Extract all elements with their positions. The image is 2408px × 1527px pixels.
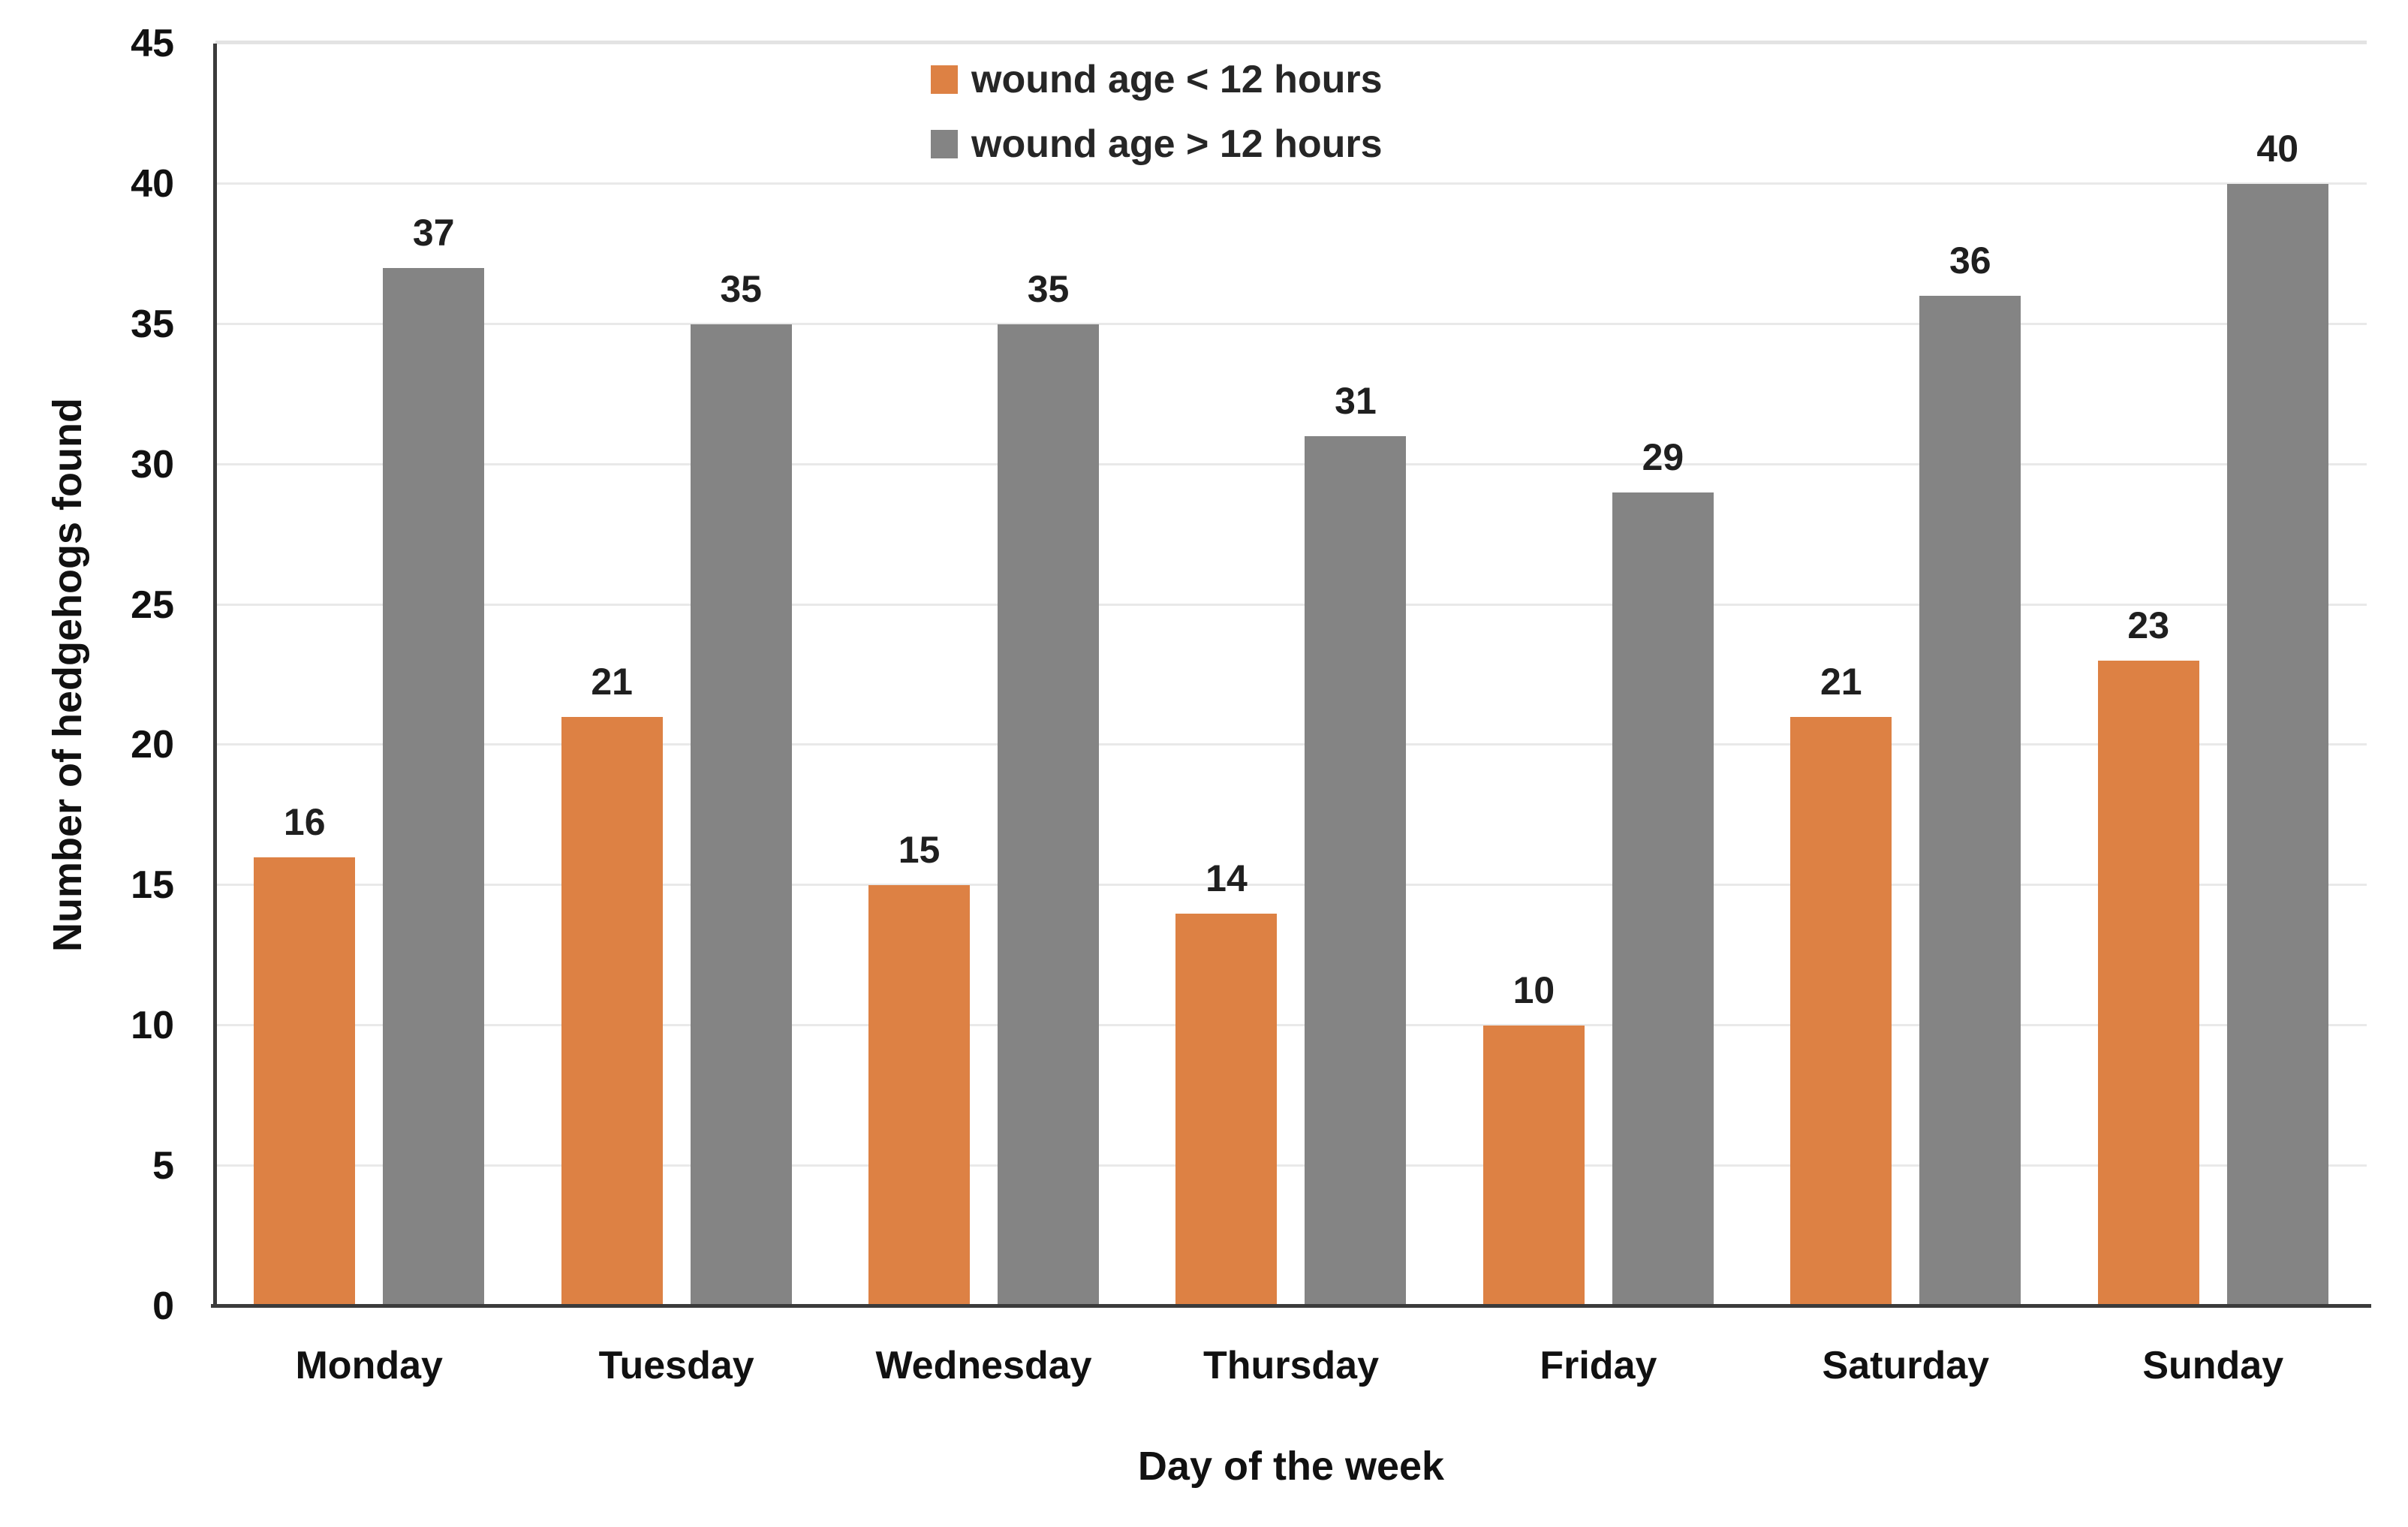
bar-value-label: 36 bbox=[1949, 239, 1991, 282]
gridline-35 bbox=[215, 322, 2367, 325]
x-axis-tick-labels: Monday Tuesday Wednesday Thursday Friday Satu… bbox=[215, 1342, 2367, 1389]
bar-series2-saturday: 36 bbox=[1919, 242, 2021, 1306]
bar-value-label: 10 bbox=[1513, 969, 1555, 1012]
y-tick-label-30: 30 bbox=[131, 442, 174, 486]
gridline-45 bbox=[215, 41, 2367, 44]
bar-group-thursday: 14 31 bbox=[1137, 44, 1444, 1306]
bar-groups: 16 37 21 35 15 35 14 31 10 29 21 36 23 40 bbox=[215, 44, 2367, 1306]
x-tick-label-monday: Monday bbox=[295, 1344, 443, 1387]
y-tick-label-10: 10 bbox=[131, 1004, 174, 1048]
y-tick-label-5: 5 bbox=[152, 1144, 174, 1188]
legend-swatch-icon bbox=[931, 130, 958, 158]
legend-item-2: wound age > 12 hours bbox=[931, 125, 1383, 164]
bar-value-label: 14 bbox=[1206, 857, 1248, 899]
bar-series2-monday: 37 bbox=[383, 214, 485, 1306]
bar-series1-sunday: 23 bbox=[2097, 607, 2199, 1306]
bar-value-label: 15 bbox=[898, 829, 941, 872]
x-tick-label-wednesday: Wednesday bbox=[875, 1344, 1092, 1387]
x-axis-line bbox=[211, 1304, 2371, 1308]
y-tick-label-45: 45 bbox=[131, 22, 174, 65]
gridline-20 bbox=[215, 743, 2367, 746]
bar-value-label: 35 bbox=[720, 267, 762, 310]
legend-label: wound age < 12 hours bbox=[971, 58, 1383, 101]
gridline-25 bbox=[215, 603, 2367, 606]
plot-area: 16 37 21 35 15 35 14 31 10 29 21 36 23 40 wound age <… bbox=[211, 41, 2371, 1308]
bar-group-saturday: 21 36 bbox=[1752, 44, 2059, 1306]
bar-value-label: 16 bbox=[283, 800, 326, 843]
bar-series2-thursday: 31 bbox=[1305, 382, 1407, 1306]
x-tick-label-friday: Friday bbox=[1540, 1344, 1657, 1387]
legend: wound age < 12 hours wound age > 12 hours bbox=[931, 60, 1383, 164]
y-tick-label-0: 0 bbox=[152, 1285, 174, 1328]
gridline-5 bbox=[215, 1164, 2367, 1167]
x-axis-title: Day of the week bbox=[1137, 1444, 1445, 1489]
bar-series1-tuesday: 21 bbox=[561, 663, 663, 1306]
bar-series2-wednesday: 35 bbox=[998, 270, 1100, 1306]
bar-value-label: 35 bbox=[1027, 267, 1070, 310]
bar-value-label: 31 bbox=[1335, 380, 1377, 423]
bar-group-monday: 16 37 bbox=[215, 44, 522, 1306]
y-tick-label-20: 20 bbox=[131, 723, 174, 767]
bar-value-label: 21 bbox=[1820, 661, 1862, 703]
bar-value-label: 40 bbox=[2256, 127, 2299, 170]
bar-series1-thursday: 14 bbox=[1175, 860, 1278, 1306]
x-tick-label-sunday: Sunday bbox=[2142, 1344, 2284, 1387]
bar-group-wednesday: 15 35 bbox=[830, 44, 1137, 1306]
bar-series1-friday: 10 bbox=[1482, 971, 1585, 1306]
bar-series2-sunday: 40 bbox=[2226, 130, 2328, 1306]
gridline-10 bbox=[215, 1024, 2367, 1027]
bar-group-sunday: 23 40 bbox=[2060, 44, 2367, 1306]
bar-series2-friday: 29 bbox=[1612, 438, 1714, 1306]
bar-series1-wednesday: 15 bbox=[868, 831, 971, 1306]
y-tick-label-15: 15 bbox=[131, 863, 174, 908]
gridline-15 bbox=[215, 884, 2367, 887]
y-tick-label-25: 25 bbox=[131, 583, 174, 627]
x-tick-label-tuesday: Tuesday bbox=[598, 1344, 754, 1387]
bar-value-label: 37 bbox=[412, 212, 455, 254]
y-tick-label-40: 40 bbox=[131, 161, 174, 206]
y-tick-label-35: 35 bbox=[131, 302, 174, 346]
bar-series1-saturday: 21 bbox=[1790, 663, 1892, 1306]
x-tick-label-saturday: Saturday bbox=[1822, 1344, 1990, 1387]
bar-value-label: 23 bbox=[2127, 604, 2170, 647]
bar-value-label: 29 bbox=[1642, 436, 1684, 479]
legend-label: wound age > 12 hours bbox=[971, 122, 1383, 166]
legend-item-1: wound age < 12 hours bbox=[931, 60, 1383, 99]
x-tick-label-thursday: Thursday bbox=[1202, 1344, 1379, 1387]
gridline-30 bbox=[215, 462, 2367, 465]
bar-group-friday: 10 29 bbox=[1445, 44, 1752, 1306]
bar-series2-tuesday: 35 bbox=[690, 270, 792, 1306]
bar-value-label: 21 bbox=[591, 661, 633, 703]
gridline-40 bbox=[215, 182, 2367, 185]
y-axis-line bbox=[213, 44, 217, 1306]
legend-swatch-icon bbox=[931, 65, 958, 94]
bar-group-tuesday: 21 35 bbox=[522, 44, 829, 1306]
bar-series1-monday: 16 bbox=[254, 803, 356, 1306]
y-axis-tick-labels: 0 5 10 15 20 25 30 35 40 45 bbox=[0, 24, 174, 1326]
